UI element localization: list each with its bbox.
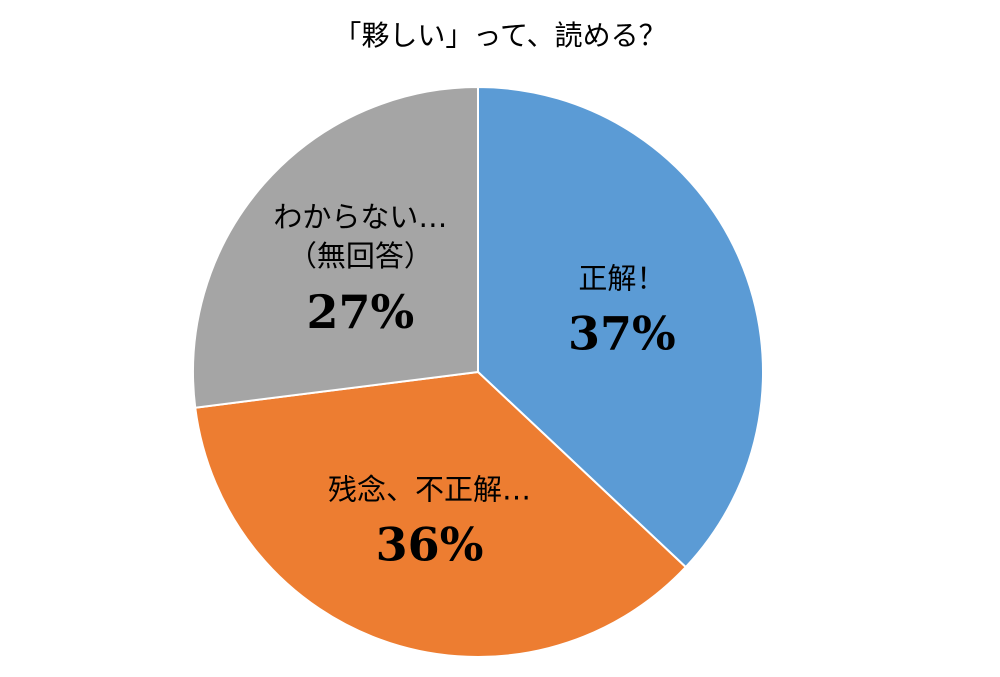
pie-slice (194, 370, 688, 658)
category-label: わからない… （無回答） (273, 200, 448, 274)
value-label: 36% (375, 517, 484, 572)
pie-slice (477, 85, 764, 569)
category-label: 正解！ (578, 261, 666, 296)
slice-label: わからない… （無回答） 27% (273, 198, 447, 338)
value-label: 37% (567, 306, 676, 361)
category-label: 残念、不正解… (328, 472, 532, 507)
pie-slice (192, 85, 479, 409)
slice-label: 正解！ 37% (568, 259, 676, 360)
slice-label: 残念、不正解… 36% (328, 471, 531, 572)
value-label: 27% (306, 284, 415, 339)
chart-title: 「夥しい」って、読める？ (333, 19, 667, 52)
